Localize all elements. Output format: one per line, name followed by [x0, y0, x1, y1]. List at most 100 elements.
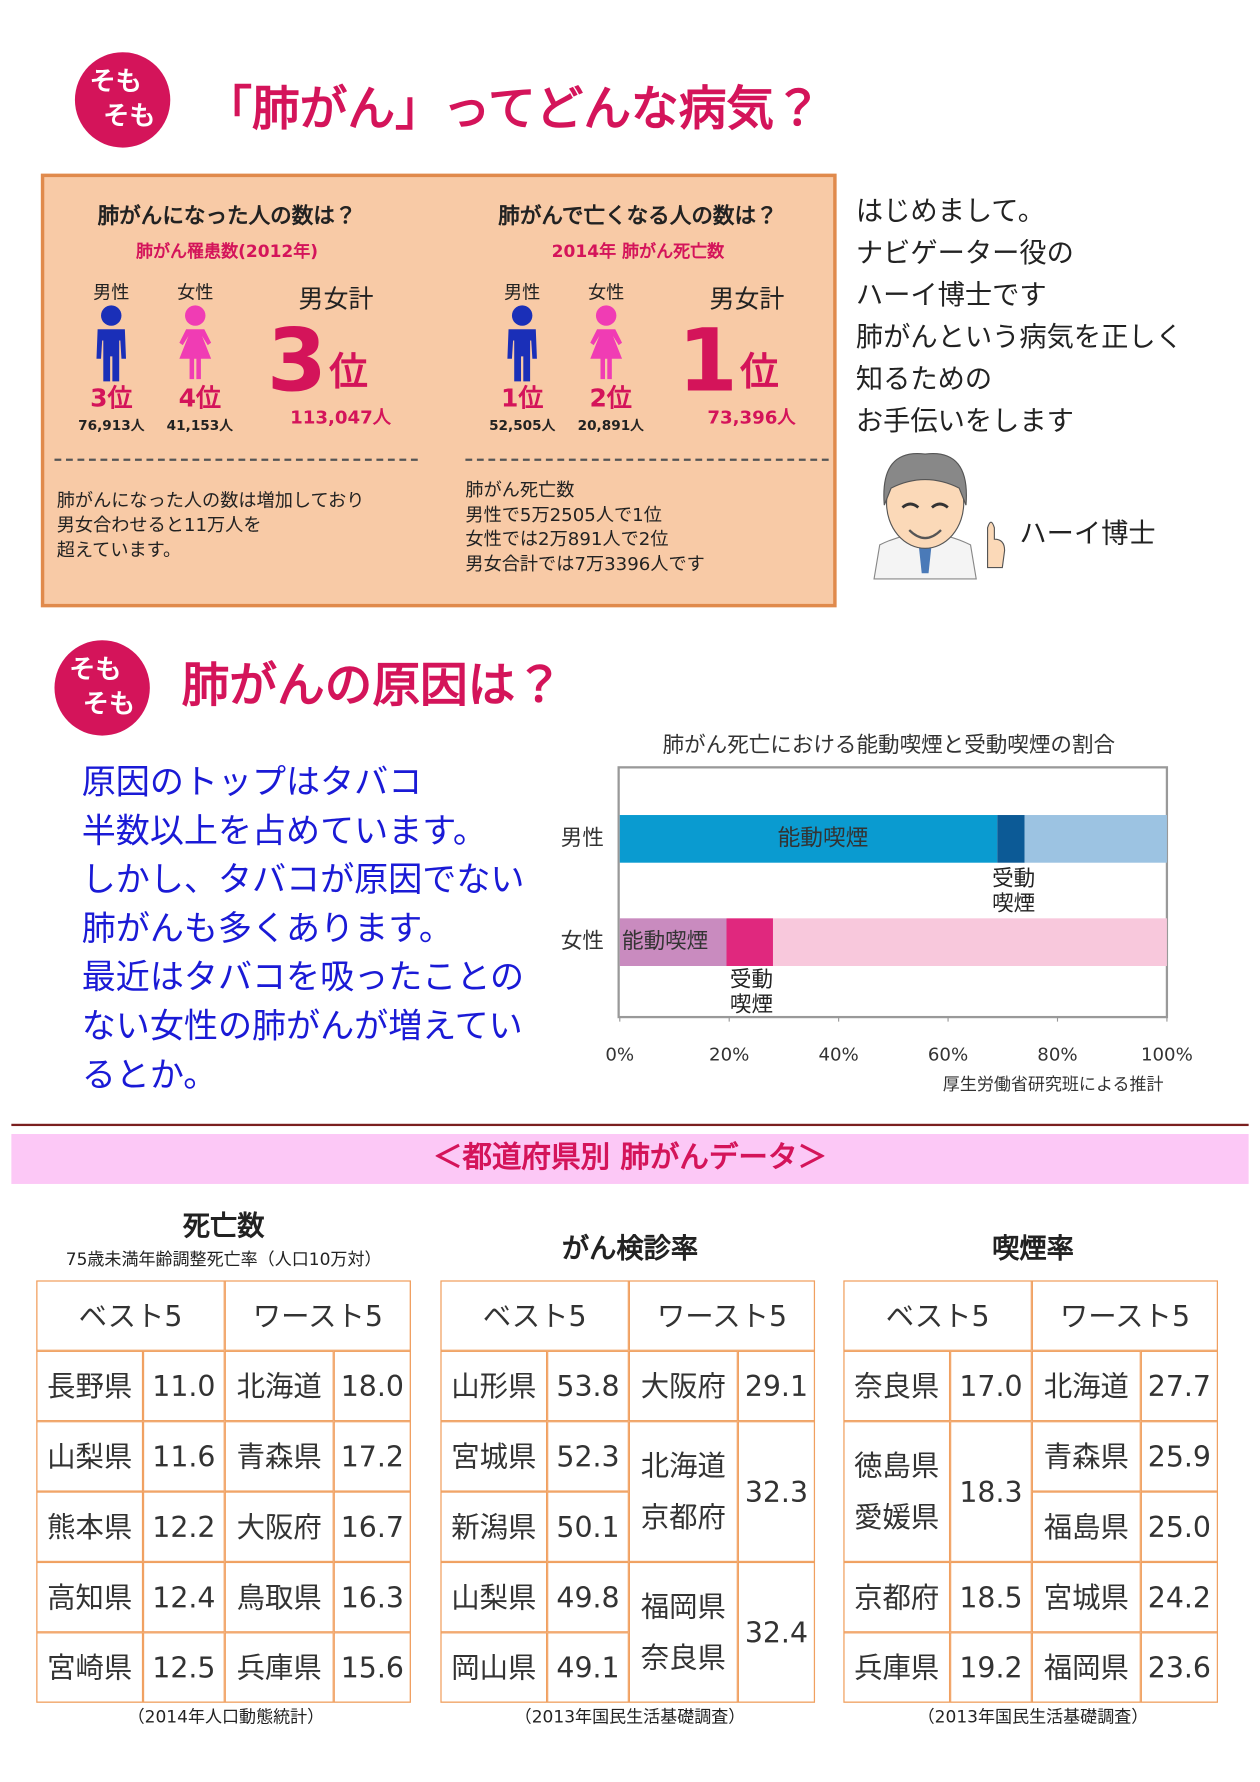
male-rank: 1位 — [500, 384, 544, 414]
table-cell: 福岡県 — [1031, 1632, 1141, 1703]
table-cell: 宮崎県 — [36, 1632, 144, 1703]
icon-head — [101, 305, 122, 326]
table-title: 喫煙率 — [992, 1232, 1074, 1265]
rate-value: 25.0 — [1147, 1510, 1211, 1544]
table-cell: 高知県 — [36, 1561, 144, 1633]
prefecture: 福岡県 — [640, 1590, 726, 1624]
prefecture: 大阪府 — [236, 1510, 322, 1544]
doctor-illustration — [873, 452, 1006, 580]
table-cell: 23.6 — [1140, 1632, 1218, 1703]
hair — [883, 452, 967, 506]
x-tick-label: 20% — [709, 1045, 749, 1066]
table-cell: 兵庫県 — [224, 1632, 334, 1703]
prefecture: 大阪府 — [640, 1369, 726, 1403]
female-count: 41,153人 — [166, 417, 233, 434]
table-cell: 新潟県 — [440, 1491, 548, 1562]
rate-value: 25.9 — [1147, 1439, 1211, 1473]
table-cell: 奈良県 — [843, 1350, 951, 1422]
tie — [918, 541, 932, 574]
intro-line: ナビゲーター役の — [855, 237, 1074, 270]
note-line: 男女合わせると11万人を — [56, 514, 262, 536]
table-header: ワースト5 — [656, 1299, 788, 1333]
table-title: 死亡数 — [182, 1210, 265, 1242]
total-rank-unit: 位 — [329, 349, 368, 396]
intro-line: 肺がんという病気を正しく — [855, 321, 1183, 354]
rate-value: 32.4 — [744, 1615, 809, 1649]
prefecture: 北海道 — [236, 1369, 322, 1403]
intro-line: 知るための — [855, 363, 993, 396]
rate-value: 50.1 — [556, 1510, 620, 1544]
banner — [11, 1133, 1249, 1184]
male-label: 男性 — [93, 281, 130, 304]
table-cell: 熊本県 — [36, 1491, 144, 1562]
hand — [986, 521, 1006, 569]
table-source: （2013年国民生活基礎調査） — [514, 1706, 746, 1728]
rate-value: 16.3 — [340, 1580, 404, 1614]
table-cell: 18.0 — [333, 1350, 411, 1422]
prefecture: 京都府 — [640, 1500, 726, 1534]
panel-heading: 肺がんになった人の数は？ — [97, 203, 357, 229]
table-header: ベスト5 — [482, 1299, 587, 1333]
cause-line: ない女性の肺がんが増えてい — [81, 1006, 523, 1047]
icon-body — [590, 329, 623, 380]
prefecture: 徳島県 — [854, 1449, 940, 1483]
rate-value: 24.2 — [1147, 1580, 1211, 1614]
rate-value: 12.4 — [152, 1580, 216, 1614]
table-cell: 北海道 京都府 — [628, 1421, 738, 1562]
male-count: 76,913人 — [78, 417, 145, 434]
rate-value: 18.0 — [340, 1369, 404, 1403]
prefecture: 奈良県 — [854, 1369, 940, 1403]
prefecture: 北海道 — [640, 1449, 726, 1483]
cause-line: るとか。 — [81, 1055, 218, 1096]
male-count: 52,505人 — [489, 417, 556, 434]
section-title: 肺がんの原因は？ — [181, 657, 564, 713]
section-title: 「肺がん」ってどんな病気？ — [204, 80, 822, 137]
badge — [74, 52, 171, 148]
badge-text: そも — [103, 101, 156, 132]
rate-value: 27.7 — [1147, 1369, 1211, 1403]
table-title: がん検診率 — [561, 1232, 699, 1265]
panel-subheading: 2014年 肺がん死亡数 — [551, 241, 725, 262]
table-cell: 19.2 — [950, 1632, 1032, 1703]
prefecture: 熊本県 — [47, 1510, 133, 1544]
badge-text: そも — [89, 67, 142, 98]
icon-head — [511, 305, 533, 326]
table-cell: 49.1 — [547, 1632, 629, 1703]
cause-line: しかし、タバコが原因でない — [81, 860, 525, 901]
rate-value: 15.6 — [340, 1651, 404, 1684]
prefecture: 宮崎県 — [47, 1651, 133, 1684]
table-cell: 大阪府 — [628, 1350, 738, 1422]
prefecture: 山梨県 — [451, 1580, 537, 1614]
female-label: 女性 — [587, 281, 625, 304]
table-cell: 25.0 — [1140, 1491, 1218, 1562]
plot-frame — [617, 766, 1169, 1019]
prefecture: 兵庫県 — [854, 1651, 940, 1684]
icon-head — [185, 305, 206, 326]
table-cell: ワースト5 — [224, 1280, 411, 1351]
table-cell: 53.8 — [547, 1350, 629, 1422]
table-cell: 18.3 — [950, 1421, 1032, 1562]
rate-value: 11.0 — [152, 1369, 216, 1403]
total-count: 73,396人 — [707, 406, 796, 428]
x-tick-label: 100% — [1141, 1045, 1193, 1066]
rate-value: 18.5 — [959, 1580, 1023, 1614]
table-cell: 32.3 — [737, 1421, 816, 1562]
rate-value: 18.3 — [959, 1475, 1023, 1509]
total-count: 113,047人 — [290, 406, 391, 428]
table-cell: ベスト5 — [843, 1280, 1032, 1351]
female-rank: 2位 — [589, 384, 632, 414]
note-line: 女性では2万891人で2位 — [465, 527, 669, 550]
bar-annotation: 受動喫煙 — [992, 866, 1036, 917]
chart-source: 厚生労働省研究班による推計 — [943, 1075, 1164, 1095]
bar-segment — [619, 815, 998, 863]
table-header: ワースト5 — [252, 1299, 383, 1333]
intro-line: お手伝いをします — [855, 405, 1074, 438]
female-icon — [179, 305, 212, 380]
intro-line: ハーイ博士です — [855, 279, 1047, 312]
rate-value: 23.6 — [1147, 1651, 1211, 1684]
icon-body — [96, 329, 126, 382]
rate-value: 17.2 — [340, 1439, 404, 1473]
table-cell: ワースト5 — [1031, 1280, 1218, 1351]
rate-value: 52.3 — [556, 1439, 620, 1473]
